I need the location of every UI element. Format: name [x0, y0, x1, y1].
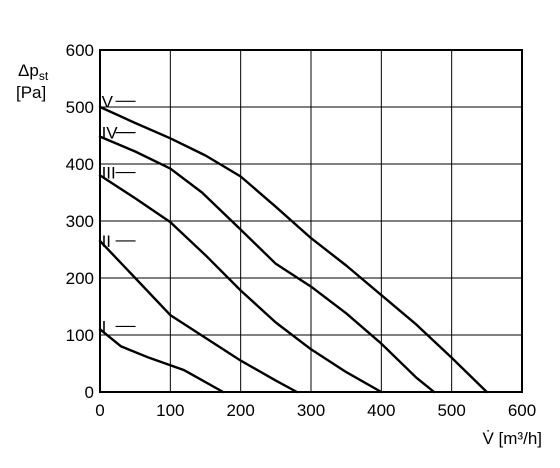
curve-iii [98, 174, 383, 394]
plot-frame [99, 49, 523, 393]
y-tick-label-600: 600 [66, 41, 94, 60]
curve-iv [98, 135, 436, 394]
y-axis-label: Δpst [18, 61, 49, 83]
x-tick-label-300: 300 [297, 401, 325, 420]
plot-border [99, 49, 523, 393]
y-tick-label-200: 200 [66, 269, 94, 288]
y-axis-subscript: st [39, 69, 49, 83]
curve-ii [98, 239, 299, 394]
grid-lines [100, 50, 522, 392]
curve-label-ii: II [102, 232, 111, 251]
y-axis-unit: [Pa] [16, 83, 46, 102]
curve-i [98, 328, 225, 394]
x-tick-label-200: 200 [226, 401, 254, 420]
y-tick-label-100: 100 [66, 326, 94, 345]
y-tick-label-0: 0 [85, 383, 94, 402]
curve-label-iii: III [102, 164, 116, 183]
curve-label-v: V [102, 92, 114, 111]
curve-label-iv: IV [102, 124, 119, 143]
x-tick-label-600: 600 [508, 401, 536, 420]
tick-labels: 0 100 200 300 400 500 600 0 100 200 300 400 500 600 [66, 41, 537, 420]
x-tick-label-0: 0 [95, 401, 104, 420]
y-tick-label-500: 500 [66, 98, 94, 117]
y-axis-symbol: Δp [18, 61, 39, 80]
x-tick-label-400: 400 [367, 401, 395, 420]
curve-v [98, 105, 488, 394]
curve-label-i: I [102, 317, 107, 336]
y-tick-label-300: 300 [66, 212, 94, 231]
x-tick-label-100: 100 [156, 401, 184, 420]
x-tick-label-500: 500 [437, 401, 465, 420]
curves [98, 105, 488, 394]
x-axis-label: V̇ [m³/h] [482, 429, 542, 448]
y-tick-label-400: 400 [66, 155, 94, 174]
